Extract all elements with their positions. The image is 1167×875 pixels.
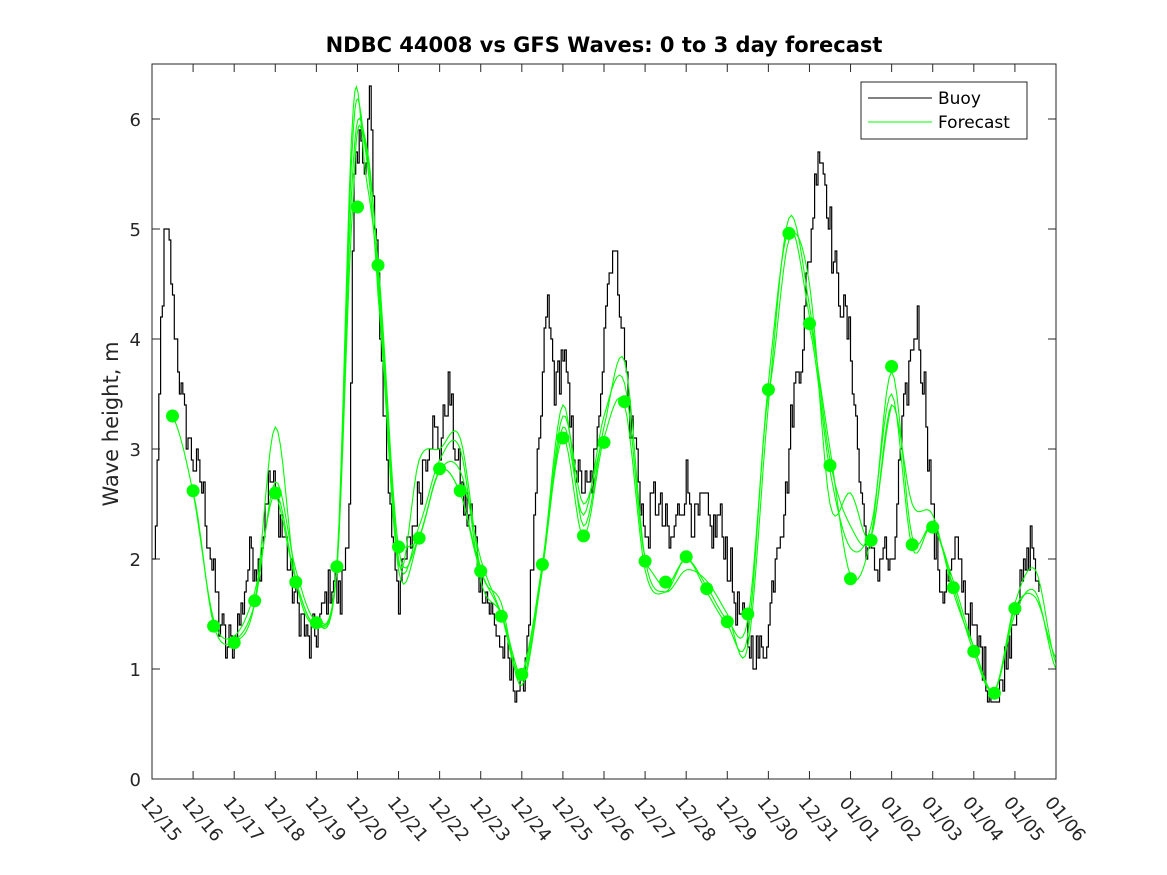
chart-title: NDBC 44008 vs GFS Waves: 0 to 3 day fore… — [326, 33, 883, 57]
forecast-marker — [638, 554, 652, 568]
forecast-marker — [207, 619, 221, 633]
forecast-marker — [823, 459, 837, 472]
forecast-marker — [864, 533, 878, 547]
y-tick-label: 3 — [130, 440, 141, 461]
forecast-marker — [844, 572, 857, 586]
y-tick-label: 2 — [130, 550, 141, 571]
forecast-marker — [392, 540, 405, 554]
forecast-marker — [351, 200, 364, 214]
forecast-marker — [494, 609, 508, 623]
forecast-marker — [720, 615, 734, 629]
forecast-marker — [987, 686, 1001, 700]
forecast-marker — [289, 575, 303, 589]
y-axis-ticks: 0 1 2 3 4 5 6 — [130, 110, 1056, 791]
forecast-marker — [926, 520, 940, 534]
forecast-marker — [618, 395, 631, 409]
y-tick-label: 1 — [130, 660, 141, 681]
forecast-marker — [885, 360, 899, 373]
forecast-run-line-1 — [192, 117, 523, 681]
forecast-marker — [946, 581, 960, 595]
y-tick-label: 5 — [130, 220, 141, 241]
forecast-marker — [248, 594, 262, 608]
forecast-run-line-3 — [274, 98, 646, 681]
legend-forecast-label: Forecast — [938, 113, 1010, 133]
forecast-marker — [556, 431, 570, 445]
forecast-marker — [782, 226, 796, 240]
forecast-marker — [659, 575, 673, 589]
forecast-marker — [330, 560, 344, 574]
legend-box — [860, 81, 1028, 140]
forecast-marker — [761, 383, 775, 397]
forecast-marker — [453, 484, 467, 498]
forecast-marker — [1008, 602, 1022, 615]
forecast-marker — [700, 582, 714, 596]
legend: Buoy Forecast — [860, 81, 1028, 140]
forecast-marker — [412, 531, 426, 545]
forecast-marker — [535, 558, 549, 571]
forecast-marker — [474, 564, 488, 578]
forecast-marker — [741, 607, 755, 621]
buoy-line — [152, 85, 1040, 703]
y-tick-label: 6 — [130, 110, 141, 131]
forecast-marker — [803, 317, 816, 331]
forecast-marker — [186, 484, 200, 498]
forecast-marker — [309, 616, 323, 630]
forecast-marker — [679, 550, 693, 564]
plot-area — [152, 64, 1056, 779]
forecast-marker — [227, 636, 241, 650]
y-tick-label: 4 — [130, 330, 141, 351]
forecast-marker — [371, 258, 385, 272]
forecast-marker — [515, 668, 529, 681]
buoy-series — [152, 85, 1040, 703]
forecast-run-line-7 — [767, 232, 1057, 692]
forecast-marker — [967, 644, 981, 658]
forecast-marker — [905, 538, 919, 552]
legend-buoy-label: Buoy — [938, 89, 981, 109]
forecast-markers — [166, 200, 1022, 700]
forecast-marker — [577, 529, 590, 543]
forecast-marker — [597, 435, 611, 449]
y-tick-label: 0 — [130, 770, 141, 791]
y-axis-label: Wave height, m — [99, 341, 123, 506]
forecast-marker — [268, 486, 282, 500]
forecast-marker — [433, 462, 447, 476]
forecast-marker — [166, 409, 179, 423]
